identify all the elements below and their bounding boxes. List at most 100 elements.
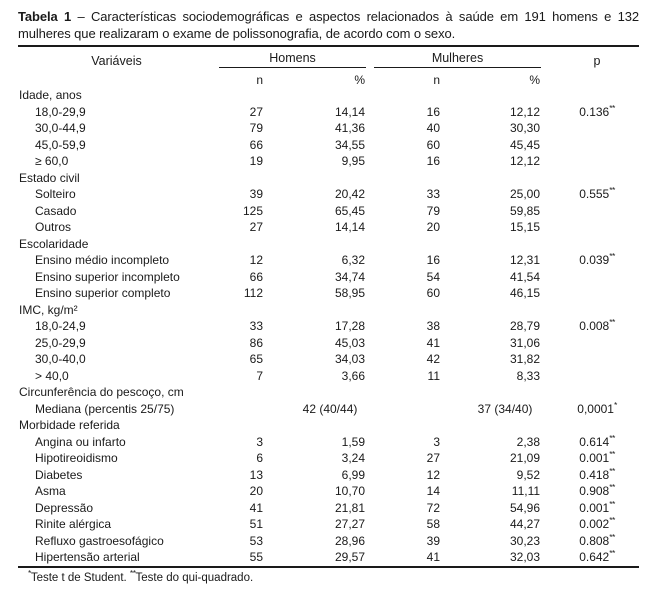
p-value-significance-mark: **	[609, 532, 615, 542]
men-n-value: 3	[256, 434, 263, 449]
subheader-empty-p	[545, 68, 639, 87]
women-n-value: 3	[433, 434, 441, 449]
subheader-pct-women: %	[529, 73, 541, 87]
table-row: Casado 125 65,45 79 59,85	[18, 203, 639, 220]
men-pct-value: 27,27	[334, 517, 366, 531]
women-pct-value: 54,96	[510, 500, 541, 515]
table-row: 18,0-24,9 33 17,28 38 28,79 0.008**	[18, 318, 639, 335]
women-n-value: 27	[426, 451, 441, 465]
table-caption-text: Características sociodemográficas e aspe…	[18, 9, 639, 41]
table-row: Depressão 41 21,81 72 54,96 0.001**	[18, 500, 639, 517]
table-row: Hipotireoidismo 6 3,24 27 21,09 0.001**	[18, 450, 639, 467]
men-pct-value: 6,99	[341, 467, 366, 482]
women-median-value: 37 (34/40)	[477, 401, 533, 416]
women-n-value: 20	[426, 220, 441, 234]
table-row: 45,0-59,9 66 34,55 60 45,45	[18, 137, 639, 154]
p-value: 0.008**	[579, 318, 615, 333]
stats-table: Variáveis Homens Mulheres p n % n % Idad…	[18, 45, 640, 568]
men-pct-value: 1,59	[341, 434, 366, 449]
women-n-value: 41	[426, 335, 441, 350]
table-row: Rinite alérgica 51 27,27 58 44,27 0.002**	[18, 516, 639, 533]
p-value: 0.136**	[579, 103, 615, 119]
men-pct-value: 10,70	[334, 484, 366, 498]
table-row: 25,0-29,9 86 45,03 41 31,06	[18, 335, 639, 352]
column-header-women: Mulheres	[370, 46, 545, 68]
women-n-value: 11	[427, 368, 441, 383]
p-value: 0.039**	[579, 252, 615, 267]
footnote-mark-1: *	[28, 567, 31, 578]
table-row: Ensino médio incompleto 12 6,32 16 12,31 0.03…	[18, 252, 639, 269]
p-value	[545, 203, 639, 220]
women-pct-value: 8,33	[516, 368, 541, 383]
men-n-value: 65	[249, 352, 263, 366]
men-pct-value: 3,66	[341, 368, 366, 383]
table-row: Mediana (percentis 25/75) 42 (40/44) 37 (3…	[18, 401, 639, 418]
women-pct-value: 12,12	[510, 104, 541, 119]
table-header: Variáveis Homens Mulheres p n % n %	[18, 46, 639, 87]
men-n-value: 66	[249, 137, 263, 152]
section-row: IMC, kg/m²	[18, 302, 639, 319]
table-row: Diabetes 13 6,99 12 9,52 0.418**	[18, 467, 639, 484]
women-n-value: 16	[426, 154, 441, 168]
women-n-value: 39	[426, 533, 441, 548]
row-label: 25,0-29,9	[35, 335, 86, 350]
section-row: Idade, anos	[18, 87, 639, 104]
men-n-value: 51	[249, 517, 263, 531]
p-value	[545, 285, 639, 302]
section-row: Estado civil	[18, 170, 639, 187]
men-pct-value: 9,95	[341, 154, 366, 168]
women-pct-value: 41,54	[510, 269, 541, 284]
section-row: Circunferência do pescoço, cm	[18, 384, 639, 401]
men-n-value: 86	[249, 335, 263, 350]
p-value-significance-mark: **	[609, 499, 615, 509]
footnote-text-2: Teste do qui-quadrado.	[135, 571, 254, 584]
p-value-significance-mark: **	[609, 450, 615, 459]
men-pct-value: 45,03	[334, 335, 366, 350]
men-pct-value: 14,14	[334, 220, 366, 234]
table-row: Ensino superior completo 112 58,95 60 46,15	[18, 285, 639, 302]
p-value-significance-mark: **	[609, 466, 615, 476]
p-value	[545, 368, 639, 385]
table-row: Asma 20 10,70 14 11,11 0.908**	[18, 483, 639, 500]
men-pct-value: 29,57	[334, 550, 366, 564]
table-row: 30,0-40,0 65 34,03 42 31,82	[18, 351, 639, 368]
row-label: Angina ou infarto	[35, 434, 126, 449]
men-n-value: 20	[249, 484, 263, 498]
women-n-value: 33	[426, 187, 441, 201]
table-body: Idade, anos 18,0-29,9 27 14,14 16 12,12 0.136*…	[18, 87, 639, 567]
women-n-value: 38	[426, 319, 441, 333]
row-label: 30,0-40,0	[35, 352, 86, 366]
table-row: Hipertensão arterial 55 29,57 41 32,03 0.642*…	[18, 549, 639, 567]
women-n-value: 79	[426, 203, 441, 218]
women-n-value: 12	[426, 467, 441, 482]
p-value	[545, 269, 639, 286]
p-value-significance-mark: **	[609, 252, 615, 261]
p-value-significance-mark: **	[609, 103, 615, 113]
section-label: IMC, kg/m²	[19, 302, 78, 317]
men-pct-value: 21,81	[334, 500, 366, 515]
men-n-value: 13	[249, 467, 263, 482]
section-label: Morbidade referida	[19, 418, 120, 432]
row-label: Rinite alérgica	[35, 517, 112, 531]
men-pct-value: 34,55	[334, 137, 366, 152]
women-pct-value: 11,11	[511, 484, 541, 498]
row-label: Diabetes	[35, 467, 83, 482]
men-n-value: 55	[249, 550, 263, 564]
men-pct-value: 65,45	[334, 203, 366, 218]
subheader-n-men: n	[256, 73, 263, 87]
men-n-value: 6	[256, 451, 263, 465]
row-label: 30,0-44,9	[35, 121, 86, 135]
men-pct-value: 6,32	[341, 253, 366, 267]
table-row: Outros 27 14,14 20 15,15	[18, 219, 639, 236]
p-value	[545, 120, 639, 137]
table-row: Angina ou infarto 3 1,59 3 2,38 0.614**	[18, 434, 639, 451]
p-value-significance-mark: **	[609, 483, 615, 492]
table-caption-separator: –	[71, 9, 91, 24]
section-row: Escolaridade	[18, 236, 639, 253]
subheader-empty	[18, 68, 215, 87]
men-pct-value: 28,96	[334, 533, 366, 548]
men-pct-value: 41,36	[334, 121, 366, 135]
row-label: Asma	[35, 484, 66, 498]
row-label: Ensino superior completo	[35, 286, 171, 300]
